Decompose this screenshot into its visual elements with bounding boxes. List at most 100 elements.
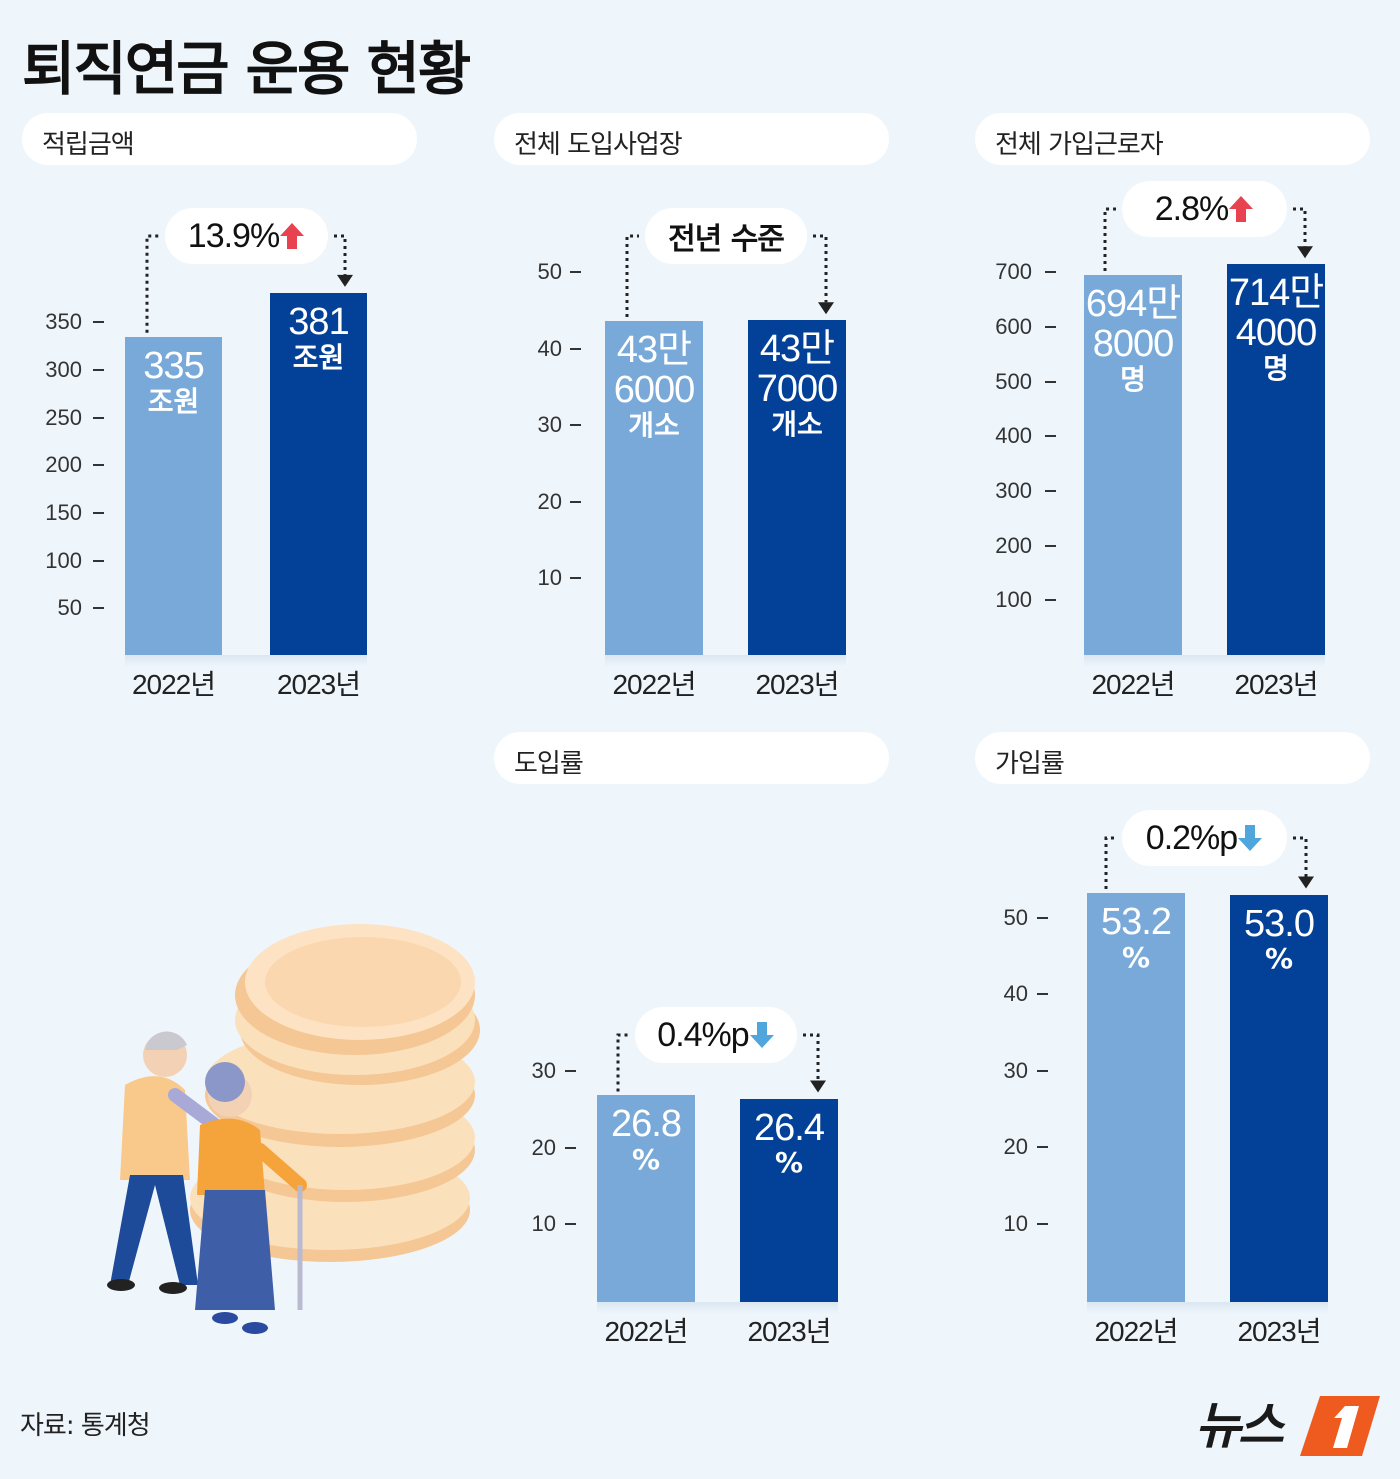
elderly-couple-coins-illustration bbox=[107, 924, 480, 1334]
y-tick-label: 100 bbox=[45, 547, 82, 573]
bar-2023년 bbox=[1227, 264, 1325, 655]
y-tick-mark bbox=[93, 321, 104, 324]
y-tick-mark bbox=[1037, 993, 1048, 995]
y-tick-label: 500 bbox=[995, 368, 1032, 394]
y-tick-mark bbox=[1045, 380, 1056, 383]
bar-value-text: 명 bbox=[1120, 362, 1146, 396]
bar-value-label: 26.8% bbox=[597, 1103, 695, 1177]
y-tick-label: 150 bbox=[45, 500, 82, 526]
y-tick-mark bbox=[570, 500, 581, 503]
bar-value-label: 53.0% bbox=[1230, 902, 1328, 976]
x-tick-label: 2022년 bbox=[612, 669, 696, 700]
y-tick-mark bbox=[1037, 1222, 1048, 1225]
y-tick-mark bbox=[93, 559, 104, 562]
y-tick-label: 200 bbox=[45, 452, 82, 478]
y-tick-label: 300 bbox=[45, 357, 82, 383]
bar-value-label: 53.2% bbox=[1087, 902, 1185, 974]
y-tick-label: 10 bbox=[537, 565, 562, 590]
change-text: 0.4%p bbox=[657, 1015, 749, 1054]
bar-value-text: 714만 bbox=[1228, 272, 1324, 315]
baseline-shadow bbox=[1084, 655, 1325, 667]
svg-text:뉴스: 뉴스 bbox=[1195, 1397, 1286, 1455]
pointer-arrow-icon bbox=[810, 1080, 826, 1093]
x-tick-label: 2022년 bbox=[131, 669, 216, 700]
y-tick-label: 700 bbox=[995, 259, 1032, 285]
y-tick-label: 350 bbox=[45, 309, 82, 335]
change-text: 0.2%p bbox=[1145, 818, 1238, 857]
bar-value-text: % bbox=[1264, 942, 1294, 976]
pointer-arrow-icon bbox=[818, 302, 834, 315]
chart-header-pill: 전체 가입근로자 bbox=[975, 113, 1370, 165]
change-badge: 0.2%p bbox=[1122, 810, 1287, 866]
bar-value-text: 43만 bbox=[616, 328, 692, 371]
bar-value-text: 53.0 bbox=[1244, 902, 1315, 945]
y-tick-mark bbox=[93, 607, 104, 610]
y-tick-mark bbox=[565, 1223, 576, 1225]
source-note: 자료: 통계청 bbox=[20, 1411, 151, 1441]
x-tick-label: 2023년 bbox=[747, 1316, 831, 1347]
baseline-shadow bbox=[125, 655, 367, 667]
bar-2023년 bbox=[270, 292, 367, 655]
y-tick-mark bbox=[93, 416, 104, 419]
y-tick-label: 30 bbox=[1003, 1057, 1028, 1083]
y-tick-mark bbox=[93, 464, 104, 467]
y-tick-label: 400 bbox=[995, 423, 1032, 449]
bar-value-text: % bbox=[1121, 940, 1151, 974]
chart-title: 적립금액 bbox=[42, 130, 135, 160]
arrow-up-icon bbox=[1229, 196, 1254, 222]
bar-value-text: 개소 bbox=[771, 407, 823, 441]
y-tick-mark bbox=[570, 347, 581, 350]
news1-logo: 뉴스 bbox=[1195, 1388, 1385, 1462]
y-tick-label: 200 bbox=[995, 532, 1032, 558]
pointer-arrow-icon bbox=[1297, 246, 1313, 259]
chart-header-pill: 가입률 bbox=[975, 732, 1370, 784]
bar-value-label: 335 조원 bbox=[125, 346, 222, 416]
y-tick-label: 50 bbox=[57, 595, 82, 621]
x-tick-label: 2023년 bbox=[755, 669, 839, 700]
page-title: 퇴직연금 운용 현황 bbox=[22, 35, 471, 103]
y-tick-label: 20 bbox=[1003, 1134, 1028, 1159]
elderly-man-icon bbox=[107, 1031, 222, 1294]
bar-value-text: 43만 bbox=[759, 328, 835, 371]
chart-header-pill: 전체 도입사업장 bbox=[494, 113, 889, 165]
y-tick-mark bbox=[1045, 325, 1056, 328]
y-tick-label: 30 bbox=[531, 1058, 556, 1083]
y-tick-mark bbox=[1037, 916, 1048, 919]
y-tick-mark bbox=[570, 424, 581, 426]
bar-2022년 bbox=[1084, 274, 1182, 655]
y-tick-label: 10 bbox=[531, 1211, 556, 1236]
chart-title: 도입률 bbox=[514, 749, 584, 779]
arrow-down-icon bbox=[749, 1022, 774, 1048]
bar-2022년 bbox=[1087, 893, 1185, 1302]
y-tick-mark bbox=[1045, 435, 1056, 438]
pointer-arrow-icon bbox=[337, 274, 353, 287]
y-tick-mark bbox=[570, 271, 581, 273]
bar-value-text: % bbox=[631, 1143, 661, 1177]
bar-2022년 bbox=[605, 320, 703, 655]
x-tick-label: 2023년 bbox=[1237, 1316, 1321, 1347]
baseline-shadow bbox=[605, 655, 846, 667]
y-tick-label: 20 bbox=[531, 1134, 556, 1160]
bar-value-text: 6000 bbox=[613, 368, 696, 411]
y-tick-label: 40 bbox=[1003, 981, 1028, 1006]
bar-value-text: 개소 bbox=[628, 408, 680, 442]
chart-title: 전체 도입사업장 bbox=[514, 130, 683, 160]
change-text: 13.9% bbox=[187, 216, 280, 255]
bar-value-text: 26.8 bbox=[611, 1103, 682, 1146]
bar-2023년 bbox=[748, 320, 846, 655]
y-tick-mark bbox=[1045, 599, 1056, 602]
y-tick-mark bbox=[1045, 271, 1056, 274]
bar-value-text: 694만 bbox=[1085, 282, 1181, 325]
bar-2023년 bbox=[1230, 894, 1328, 1302]
bar-value-label: 694만 8000 명 bbox=[1084, 282, 1182, 396]
change-badge: 13.9% bbox=[165, 208, 328, 264]
y-tick-label: 20 bbox=[537, 488, 562, 514]
y-tick-label: 30 bbox=[537, 412, 562, 437]
x-tick-label: 2023년 bbox=[276, 669, 361, 700]
y-tick-label: 50 bbox=[537, 259, 562, 284]
chart-header-pill: 적립금액 bbox=[22, 113, 417, 165]
y-tick-mark bbox=[565, 1070, 576, 1072]
bar-value-text: 26.4 bbox=[754, 1106, 825, 1149]
y-tick-mark bbox=[93, 369, 104, 372]
bar-value-label: 43만 7000 개소 bbox=[748, 328, 846, 441]
